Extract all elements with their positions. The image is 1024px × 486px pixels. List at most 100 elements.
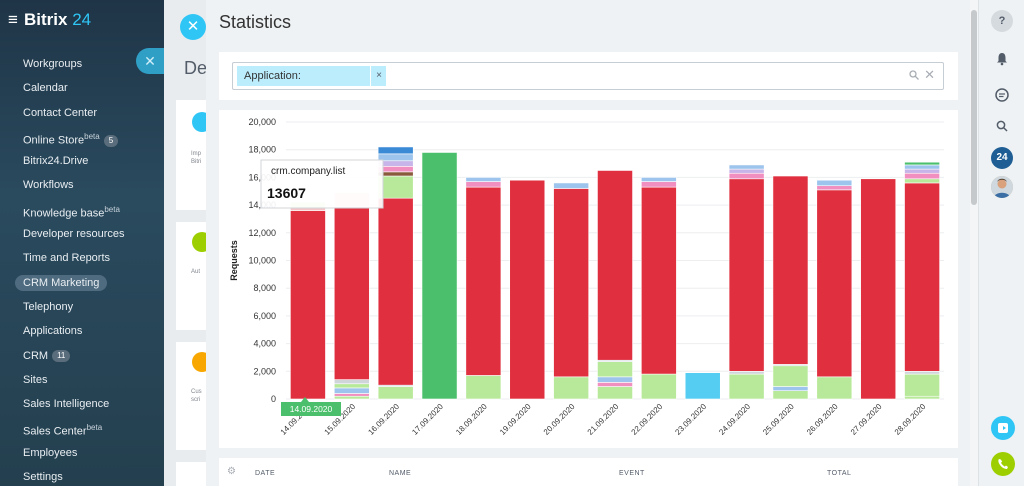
bar-segment: [465, 186, 502, 376]
x-tick-label: 19.09.2020: [498, 402, 533, 437]
search-icon[interactable]: [991, 115, 1013, 137]
sidebar-item[interactable]: Calendar: [0, 76, 164, 100]
sidebar-item[interactable]: Workflows: [0, 173, 164, 197]
sidebar-item[interactable]: Telephony: [0, 295, 164, 319]
bar-segment: [333, 387, 370, 394]
sidebar-item[interactable]: Bitrix24.Drive: [0, 149, 164, 173]
sidebar-item[interactable]: Workgroups: [0, 52, 164, 76]
panel-scrollbar[interactable]: [970, 0, 978, 486]
sidebar-item-label: Online Store: [23, 134, 85, 147]
sidebar-item-label: Time and Reports: [23, 252, 111, 265]
bar-segment: [860, 178, 897, 400]
sidebar-item-label: Bitrix24.Drive: [23, 155, 89, 168]
user-avatar[interactable]: [991, 176, 1013, 198]
beta-label: beta: [84, 131, 100, 141]
bar-segment: [553, 188, 589, 378]
filter-area: Application: × ✕: [219, 52, 958, 100]
sidebar-item[interactable]: Knowledge basebeta: [0, 198, 164, 222]
chart-tooltip: [260, 159, 384, 209]
phone-call-icon[interactable]: [991, 452, 1015, 476]
bar-segment: [904, 373, 940, 397]
column-header-date[interactable]: DATE: [255, 470, 276, 477]
sidebar-item[interactable]: CRM Marketing: [0, 271, 164, 295]
bar-segment: [553, 182, 589, 189]
sidebar-item[interactable]: Applications: [0, 319, 164, 343]
requests-chart: 02,0004,0006,0008,00010,00012,00014,0001…: [229, 117, 944, 437]
counter-badge: 5: [103, 134, 119, 147]
bar-segment: [597, 382, 633, 387]
sidebar-item-label: Telephony: [23, 300, 74, 313]
clear-filter-icon[interactable]: ✕: [924, 67, 935, 82]
sidebar-item-label: Settings: [23, 471, 63, 484]
notifications-bell-icon[interactable]: [991, 48, 1013, 70]
x-tick-label: 17.09.2020: [410, 402, 445, 437]
sidebar-item-label: CRM: [23, 349, 49, 362]
filter-tag[interactable]: Application: ×: [237, 66, 386, 86]
bar-segment: [904, 172, 940, 180]
tooltip-series-name: crm.company.list: [271, 166, 345, 177]
sidebar-item[interactable]: Developer resources: [0, 222, 164, 246]
bar-segment: [465, 181, 502, 188]
scrollbar-thumb[interactable]: [971, 10, 977, 205]
search-icon[interactable]: [909, 70, 919, 80]
bar-segment: [333, 393, 370, 397]
background-card-text: Cus scri: [191, 389, 202, 403]
sidebar-menu: Workgroups Calendar Contact Center Online S…: [0, 52, 164, 486]
sidebar-item-label: Workgroups: [23, 58, 83, 70]
x-tick-label: 16.09.2020: [366, 402, 401, 437]
bar-segment: [772, 175, 809, 365]
x-tick-label: 23.09.2020: [673, 402, 708, 437]
bar-segment: [816, 376, 853, 400]
bar-segment: [772, 365, 809, 387]
x-tick-label: 21.09.2020: [586, 402, 621, 437]
app-logo[interactable]: ≡ Bitrix 24: [8, 10, 91, 30]
sidebar-item[interactable]: CRM 11: [0, 344, 164, 368]
bar-segment: [684, 372, 721, 400]
chart-container: 02,0004,0006,0008,00010,00012,00014,0001…: [219, 110, 958, 448]
sidebar-item[interactable]: Sales Centerbeta: [0, 416, 164, 440]
bar-segment: [728, 373, 765, 400]
bar-segment: [641, 177, 677, 182]
table-settings-gear-icon[interactable]: ⚙: [227, 466, 236, 477]
bar-segment: [290, 210, 326, 400]
bitrix24-badge-icon[interactable]: 24: [991, 147, 1013, 169]
bar-segment: [333, 395, 370, 400]
bar-segment: [904, 182, 940, 372]
y-tick-label: 10,000: [248, 256, 276, 266]
filter-input[interactable]: Application: × ✕: [232, 62, 944, 90]
background-page: De Imp Bitri Aut Cus scri: [164, 0, 212, 486]
bar-segment: [772, 386, 809, 391]
sidebar-item[interactable]: Sales Intelligence: [0, 392, 164, 416]
open-lines-chat-icon[interactable]: [991, 416, 1015, 440]
beta-label: beta: [86, 423, 103, 433]
sidebar-item[interactable]: Online Storebeta 5: [0, 125, 164, 149]
column-header-name[interactable]: NAME: [389, 470, 412, 477]
y-tick-label: 0: [271, 394, 276, 404]
beta-label: beta: [104, 204, 120, 214]
sidebar-item[interactable]: Contact Center: [0, 101, 164, 125]
background-card: [176, 462, 206, 486]
bar-segment: [465, 375, 502, 400]
bar-segment: [465, 177, 502, 182]
filter-tag-remove-icon[interactable]: ×: [376, 70, 382, 81]
counter-badge: 11: [52, 349, 71, 362]
close-panel-button[interactable]: ✕: [180, 14, 206, 40]
chat-icon[interactable]: [991, 84, 1013, 106]
menu-burger-icon[interactable]: ≡: [8, 10, 18, 29]
y-tick-label: 2,000: [253, 366, 276, 376]
bar-segment: [641, 373, 677, 400]
bar-segment: [772, 390, 809, 400]
sidebar-item[interactable]: Settings: [0, 465, 164, 486]
bar-segment: [816, 189, 853, 378]
sidebar-item[interactable]: Employees: [0, 441, 164, 465]
column-header-total[interactable]: TOTAL: [827, 470, 852, 477]
help-icon[interactable]: ?: [991, 10, 1013, 32]
sidebar-item[interactable]: Sites: [0, 368, 164, 392]
column-header-event[interactable]: EVENT: [619, 470, 645, 477]
bar-segment: [904, 161, 940, 166]
bar-segment: [904, 164, 940, 170]
left-sidebar: ≡ Bitrix 24 Workgroups Calendar Contact Cen…: [0, 0, 164, 486]
bar-segment: [597, 170, 633, 361]
bar-segment: [904, 168, 940, 174]
sidebar-item[interactable]: Time and Reports: [0, 246, 164, 270]
